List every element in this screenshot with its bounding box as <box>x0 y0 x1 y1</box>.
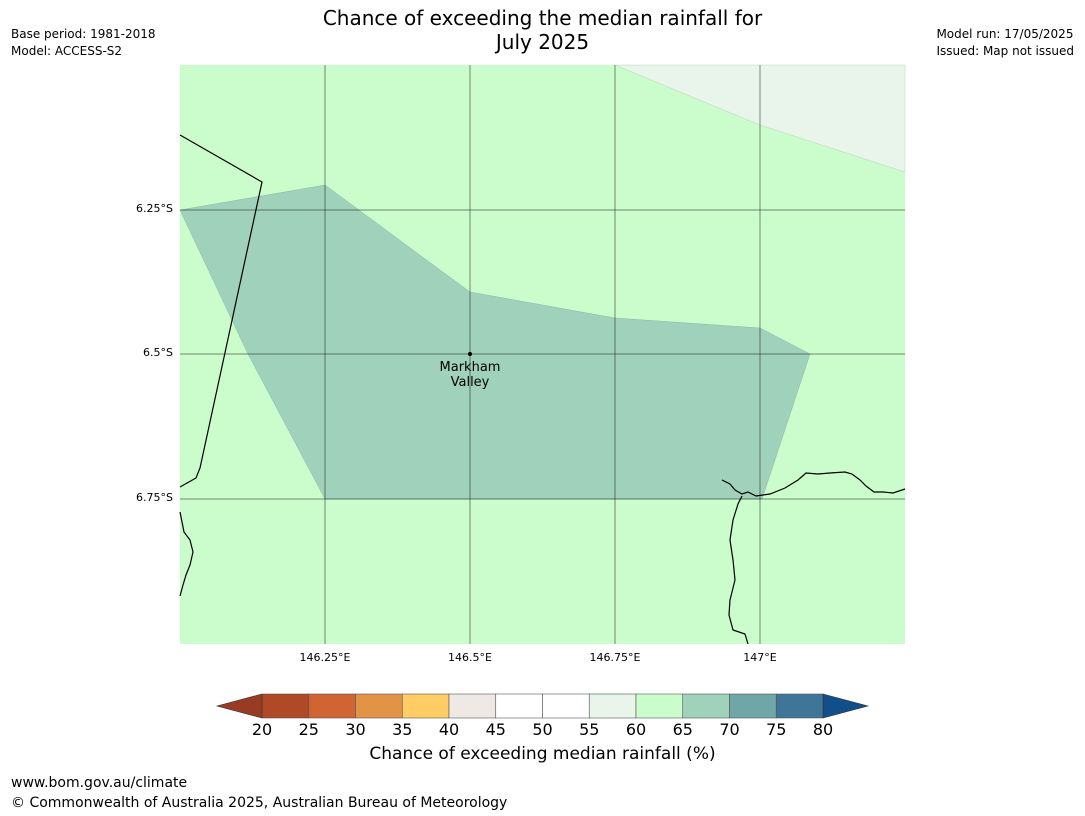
lon-label-2: 146.5°E <box>448 651 492 664</box>
place-name-line-1: Markham <box>439 360 501 375</box>
west-coastline <box>179 511 194 597</box>
region-65-70 <box>179 184 811 500</box>
footer-url[interactable]: www.bom.gov.au/climate <box>11 775 188 791</box>
colorbar-segment <box>729 693 777 719</box>
international-border <box>179 134 263 488</box>
colorbar-tick-label: 75 <box>766 720 787 739</box>
place-label: Markham Valley <box>440 360 501 390</box>
base-period: Base period: 1981-2018 <box>11 27 156 41</box>
colorbar-segments <box>215 693 870 719</box>
title-line-1: Chance of exceeding the median rainfall … <box>322 6 763 30</box>
huon-gulf-coastline <box>721 471 906 497</box>
lat-label-2: 6.5°S <box>143 346 173 359</box>
colorbar-tick-label: 60 <box>625 720 647 739</box>
colorbar-segment <box>495 693 543 719</box>
colorbar-label: Chance of exceeding median rainfall (%) <box>369 744 716 764</box>
colorbar-tick-label: 30 <box>345 720 366 739</box>
colorbar-tick-label: 55 <box>579 720 600 739</box>
colorbar-segment <box>448 693 497 719</box>
colorbar-tick-label: 25 <box>298 720 319 739</box>
meta-right: Model run: 17/05/2025 Issued: Map not is… <box>936 26 1074 60</box>
colorbar-segment <box>355 693 403 719</box>
lon-label-3: 146.75°E <box>589 651 641 664</box>
colorbar-segment <box>401 693 450 719</box>
footer-copyright: © Commonwealth of Australia 2025, Austra… <box>11 795 508 811</box>
place-marker <box>468 352 472 356</box>
colorbar-tick-label: 70 <box>719 720 740 739</box>
lon-label-4: 147°E <box>743 651 777 664</box>
title-line-2: July 2025 <box>495 30 590 54</box>
colorbar-segment <box>588 693 637 719</box>
colorbar-tick-label: 40 <box>438 720 460 739</box>
east-coastline <box>728 495 749 645</box>
model-run: Model run: 17/05/2025 <box>936 27 1074 41</box>
colorbar-tick-label: 45 <box>485 720 506 739</box>
lon-label-1: 146.25°E <box>299 651 351 664</box>
colorbar-tick-label: 80 <box>812 720 834 739</box>
lat-label-3: 6.75°S <box>136 491 173 504</box>
colorbar-segment <box>635 693 684 719</box>
colorbar-tick-label: 20 <box>251 720 273 739</box>
colorbar-under-arrow <box>215 693 263 719</box>
colorbar-segment <box>542 693 590 719</box>
model-name: Model: ACCESS-S2 <box>11 44 123 58</box>
lat-label-1: 6.25°S <box>136 202 173 215</box>
coastline-and-borders <box>179 134 906 645</box>
place-name-line-2: Valley <box>450 375 490 390</box>
colorbar-segment <box>682 693 730 719</box>
colorbar-segment <box>261 693 310 719</box>
issued-status: Issued: Map not issued <box>936 44 1074 58</box>
colorbar-segment <box>308 693 356 719</box>
map-title: Chance of exceeding the median rainfall … <box>0 6 1085 54</box>
colorbar-segment <box>775 693 824 719</box>
colorbar-tick-label: 35 <box>392 720 413 739</box>
colorbar-tick-label: 65 <box>672 720 693 739</box>
region-55-60 <box>614 64 906 173</box>
colorbar-over-arrow <box>822 693 870 719</box>
colorbar-tick-label: 50 <box>532 720 553 739</box>
meta-left: Base period: 1981-2018 Model: ACCESS-S2 <box>11 26 156 60</box>
